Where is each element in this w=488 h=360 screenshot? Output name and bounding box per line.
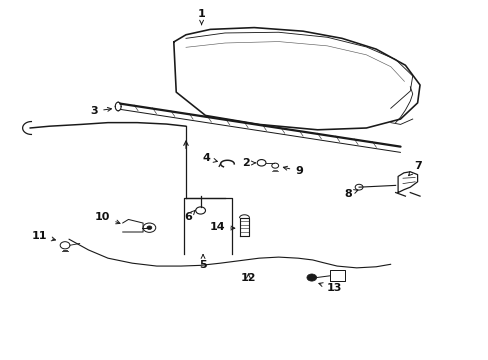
Text: 9: 9	[283, 166, 303, 176]
Text: 13: 13	[318, 283, 341, 293]
Text: 5: 5	[199, 255, 206, 270]
Text: 8: 8	[344, 189, 357, 199]
Text: 14: 14	[209, 222, 234, 232]
Text: 3: 3	[90, 106, 111, 116]
Circle shape	[147, 226, 152, 229]
Text: 4: 4	[202, 153, 217, 163]
Text: 10: 10	[95, 212, 120, 224]
Circle shape	[306, 274, 316, 281]
Text: 12: 12	[240, 273, 256, 283]
Text: 2: 2	[241, 158, 255, 168]
Text: 7: 7	[408, 161, 421, 176]
Text: 11: 11	[31, 231, 55, 241]
Text: 1: 1	[197, 9, 205, 24]
Text: 6: 6	[184, 210, 195, 222]
